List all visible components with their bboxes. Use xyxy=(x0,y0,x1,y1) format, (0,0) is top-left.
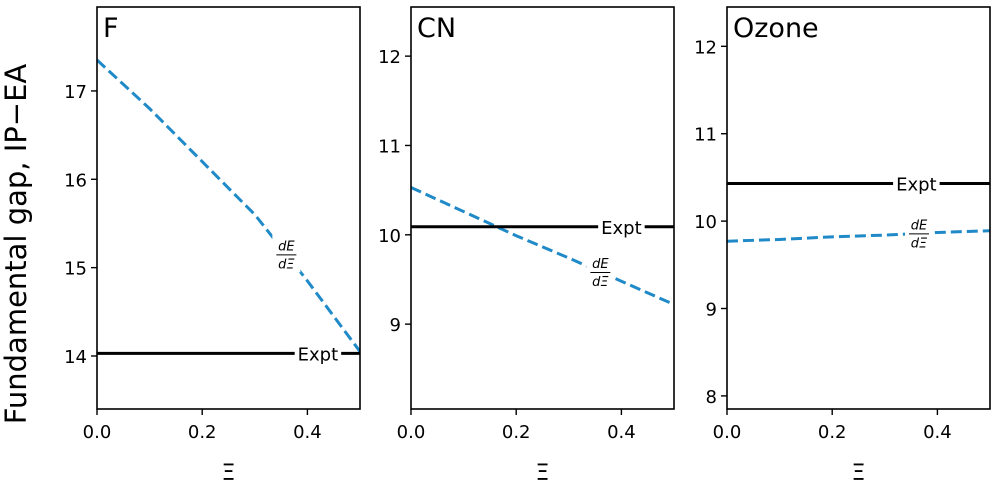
x-tick-label: 0.0 xyxy=(397,422,426,443)
derivative-label-denominator: dΞ xyxy=(278,257,295,272)
derivative-label-denominator: dΞ xyxy=(911,236,928,251)
x-tick-label: 0.4 xyxy=(923,422,952,443)
derivative-label-numerator: dE xyxy=(592,257,609,272)
expt-label: Expt xyxy=(298,344,339,365)
y-tick-label: 10 xyxy=(378,226,401,247)
expt-label: Expt xyxy=(896,175,937,196)
plot-frame xyxy=(96,6,361,410)
derivative-label-numerator: dE xyxy=(278,239,295,254)
x-axis-title: Ξ xyxy=(536,461,550,486)
label-background xyxy=(598,216,645,237)
derivative-line xyxy=(97,58,360,353)
panel-3: dE dΞ Expt 0.0 0.2 0.4 8 9 10 11 12 Ozone Ξ xyxy=(694,6,991,486)
label-background xyxy=(272,234,301,273)
y-tick-label: 15 xyxy=(64,259,87,280)
y-tick-label: 14 xyxy=(64,347,87,368)
x-tick-label: 0.2 xyxy=(188,422,217,443)
y-tick-label: 17 xyxy=(64,82,87,103)
derivative-label-denominator: dΞ xyxy=(592,275,609,290)
label-background xyxy=(294,343,342,364)
panel-title: Ozone xyxy=(733,13,819,44)
plot-frame xyxy=(410,6,675,410)
y-tick-label: 10 xyxy=(694,212,717,233)
derivative-line xyxy=(727,229,990,243)
x-tick-label: 0.0 xyxy=(713,422,742,443)
expt-label: Expt xyxy=(601,218,642,239)
x-tick-label: 0.2 xyxy=(818,422,847,443)
y-tick-label: 11 xyxy=(378,136,401,157)
x-tick-label: 0.2 xyxy=(502,422,531,443)
label-background xyxy=(586,251,615,290)
label-background xyxy=(893,173,940,194)
panel-1: dE dΞ Expt 0.0 0.2 0.4 14 15 16 17 F Ξ xyxy=(64,6,361,486)
panel-2: dE dΞ Expt 0.0 0.2 0.4 9 10 11 12 CN Ξ xyxy=(378,6,675,486)
x-tick-label: 0.4 xyxy=(293,422,322,443)
x-tick-label: 0.0 xyxy=(83,422,112,443)
label-background xyxy=(904,213,933,252)
derivative-line xyxy=(411,186,674,306)
y-tick-label: 16 xyxy=(64,170,87,191)
y-tick-label: 12 xyxy=(694,37,717,58)
panel-title: F xyxy=(103,13,119,44)
y-axis-title: Fundamental gap, IP−EA xyxy=(0,64,33,425)
y-tick-label: 12 xyxy=(378,47,401,68)
y-tick-label: 9 xyxy=(706,300,717,321)
y-tick-label: 8 xyxy=(706,387,717,408)
y-tick-label: 9 xyxy=(390,315,401,336)
x-axis-title: Ξ xyxy=(852,461,866,486)
panel-title: CN xyxy=(417,13,456,44)
x-tick-label: 0.4 xyxy=(607,422,636,443)
y-tick-label: 11 xyxy=(694,125,717,146)
plot-frame xyxy=(726,6,991,410)
derivative-label-numerator: dE xyxy=(911,218,928,233)
x-axis-title: Ξ xyxy=(222,461,236,486)
